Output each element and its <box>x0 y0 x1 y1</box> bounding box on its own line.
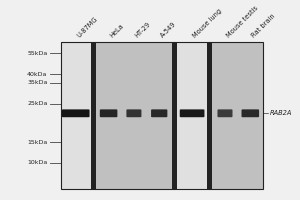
FancyBboxPatch shape <box>180 109 205 117</box>
FancyBboxPatch shape <box>100 109 117 117</box>
Bar <box>207 42 212 189</box>
FancyBboxPatch shape <box>126 109 141 117</box>
Text: HeLa: HeLa <box>109 23 125 39</box>
FancyBboxPatch shape <box>62 109 90 117</box>
Text: A-549: A-549 <box>159 21 177 39</box>
FancyBboxPatch shape <box>218 109 232 117</box>
Text: HT-29: HT-29 <box>134 21 152 39</box>
Text: U-87MG: U-87MG <box>76 16 99 39</box>
FancyBboxPatch shape <box>151 109 167 117</box>
Text: 40kDa: 40kDa <box>27 72 47 77</box>
Text: 10kDa: 10kDa <box>27 160 47 165</box>
Text: Rat brain: Rat brain <box>250 13 276 39</box>
Bar <box>61 42 263 189</box>
FancyBboxPatch shape <box>242 109 259 117</box>
Bar <box>61 42 263 189</box>
Bar <box>172 42 177 189</box>
Text: 35kDa: 35kDa <box>27 80 47 85</box>
Text: RAB2A: RAB2A <box>269 110 292 116</box>
Text: Mouse testis: Mouse testis <box>225 5 259 39</box>
Text: 55kDa: 55kDa <box>27 51 47 56</box>
Text: 25kDa: 25kDa <box>27 101 47 106</box>
Text: Mouse lung: Mouse lung <box>192 8 223 39</box>
Bar <box>212 42 263 189</box>
Text: 15kDa: 15kDa <box>27 140 47 145</box>
Bar <box>91 42 96 189</box>
Bar <box>96 42 172 189</box>
